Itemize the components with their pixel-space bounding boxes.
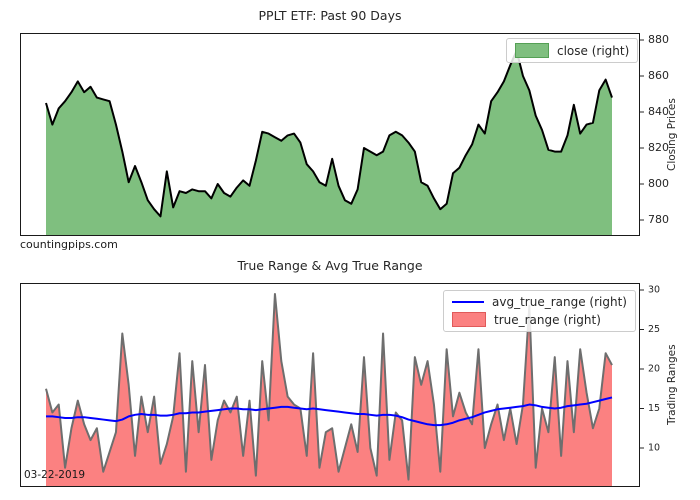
y-tick-label: 860 (648, 69, 669, 82)
y-tick-label: 880 (648, 33, 669, 46)
red-area-swatch-icon (452, 312, 486, 327)
date-annotation: 03-22-2019 (24, 469, 86, 481)
legend-item-close: close (right) (515, 43, 629, 58)
green-area-swatch-icon (515, 43, 549, 58)
legend-item-true-range: true_range (right) (452, 312, 627, 327)
legend-label-close: close (right) (557, 43, 630, 58)
y-tick-label: 25 (648, 324, 660, 335)
avg-line (46, 396, 613, 427)
y-tick-label: 20 (648, 364, 660, 375)
y-tick-label: 780 (648, 213, 669, 226)
area-outline (45, 292, 613, 481)
closing-prices-axis-label: Closing Prices (666, 98, 678, 171)
top-chart-legend: close (right) (506, 38, 639, 63)
y-tick-label: 840 (648, 105, 669, 118)
trading-ranges-axis-label: Trading Ranges (666, 344, 678, 426)
plot-border (20, 33, 640, 236)
trading-ranges-chart: 30 25 20 15 10 (20, 283, 660, 487)
plot-border (20, 283, 640, 487)
y-tick-label: 15 (648, 403, 660, 414)
bottom-chart-legend: avg_true_range (right) true_range (right… (443, 290, 636, 332)
area-fill (46, 50, 612, 236)
y-tick-label: 820 (648, 141, 669, 154)
area-fill (46, 293, 612, 487)
legend-label-true-range: true_range (right) (494, 312, 601, 327)
closing-prices-chart: 880 860 840 820 800 780 (20, 33, 669, 236)
blue-line-swatch-icon (452, 301, 484, 303)
legend-item-avg-true-range: avg_true_range (right) (452, 295, 627, 309)
y-tick-label: 10 (648, 443, 660, 454)
y-tick-label: 30 (648, 285, 660, 296)
watermark-text: countingpips.com (20, 238, 118, 251)
top-chart-title: PPLT ETF: Past 90 Days (258, 8, 402, 23)
legend-label-avg-true-range: avg_true_range (right) (492, 295, 627, 309)
y-tick-label: 800 (648, 177, 669, 190)
bottom-chart-title: True Range & Avg True Range (237, 258, 423, 273)
